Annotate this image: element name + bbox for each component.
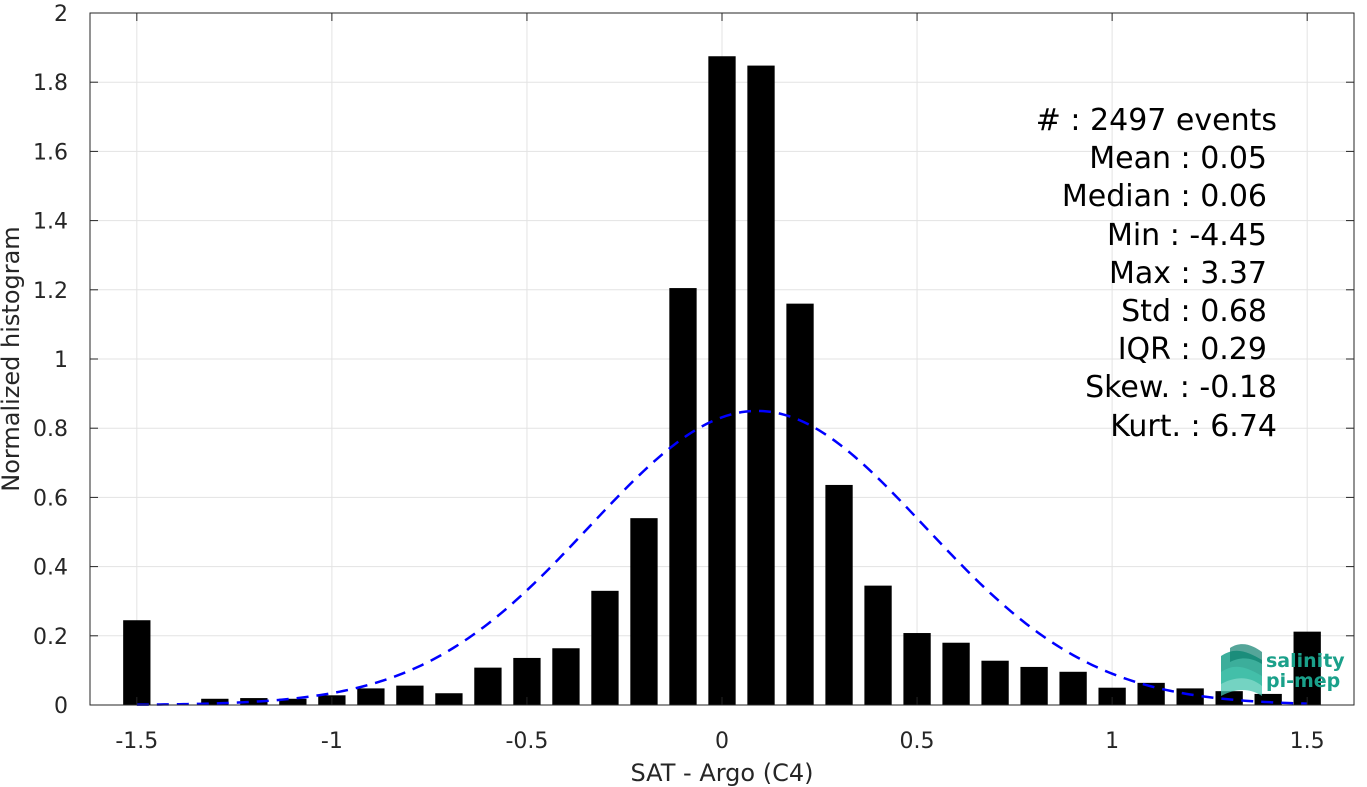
y-tick-label: 0.6 [33,486,68,511]
x-tick-label: 0.5 [900,729,935,754]
gaussian-fit-curve [136,409,1308,706]
histogram-bar [1176,688,1204,705]
histogram-bar [942,642,970,705]
histogram-bar [1137,682,1165,705]
histogram-bar [1098,687,1126,705]
x-tick-label: 1.5 [1290,729,1325,754]
x-tick-label: -1.5 [115,729,158,754]
stat-min: Min : -4.45 [1107,218,1267,253]
histogram-bar [1059,671,1087,705]
y-tick-label: 2 [54,2,68,27]
x-axis-label: SAT - Argo (C4) [631,759,814,787]
histogram-bar [630,518,658,705]
histogram-bar [747,65,775,706]
histogram-bar [786,303,814,705]
histogram-bar [981,660,1009,705]
pi-mep-logo: salinity pi-mep [1221,644,1345,696]
histogram-bar [1254,693,1282,705]
x-tick-label: 0 [715,729,729,754]
stat-kurt: Kurt. : 6.74 [1110,409,1277,444]
histogram-bar [474,667,502,705]
y-tick-label: 0.4 [33,556,68,581]
stat-iqr: IQR : 0.29 [1118,332,1267,367]
y-tick-label: 1.4 [33,210,68,235]
stat-skew: Skew. : -0.18 [1085,370,1277,405]
histogram-bar [123,620,151,705]
y-tick-label: 1.6 [33,140,68,165]
histogram-bar [357,688,385,705]
y-axis-label: Normalized histogram [0,226,25,491]
x-axis-ticks: -1.5 -1 -0.5 0 0.5 1 1.5 [115,13,1325,754]
stats-annotation: # : 2497 events Mean : 0.05 Median : 0.0… [1036,103,1277,444]
y-tick-label: 0 [54,694,68,719]
logo-waves-icon [1221,644,1262,696]
logo-line-2: pi-mep [1266,670,1340,692]
y-tick-label: 1.8 [33,71,68,96]
y-tick-label: 1 [54,348,68,373]
histogram-bar [396,685,424,705]
histogram-bar [591,590,619,705]
x-tick-label: 1 [1105,729,1119,754]
stat-median: Median : 0.06 [1062,179,1267,214]
logo-line-1: salinity [1266,650,1345,672]
stat-std: Std : 0.68 [1121,294,1267,329]
y-axis-ticks: 0 0.2 0.4 0.6 0.8 1 1.2 1.4 1.6 1.8 2 [33,2,1354,719]
histogram-bar [279,698,307,705]
x-tick-label: -0.5 [505,729,548,754]
histogram-bar [435,693,463,705]
histogram-bar [1020,666,1048,705]
histogram-bar [669,288,697,705]
histogram-bar [708,56,736,705]
x-tick-label: -1 [321,729,343,754]
histogram-bar [1293,631,1321,705]
y-tick-label: 1.2 [33,279,68,304]
y-tick-label: 0.2 [33,625,68,650]
histogram-bar [825,484,853,705]
histogram-bars [123,56,1321,706]
stat-events: # : 2497 events [1036,103,1277,138]
histogram-bar [240,698,268,705]
stat-max: Max : 3.37 [1109,256,1267,291]
histogram-bar [552,648,580,705]
histogram-bar [201,698,229,705]
y-tick-label: 0.8 [33,417,68,442]
histogram-bar [903,633,931,705]
stat-mean: Mean : 0.05 [1089,141,1267,176]
histogram-bar [1215,691,1243,705]
histogram-bar [864,585,892,705]
